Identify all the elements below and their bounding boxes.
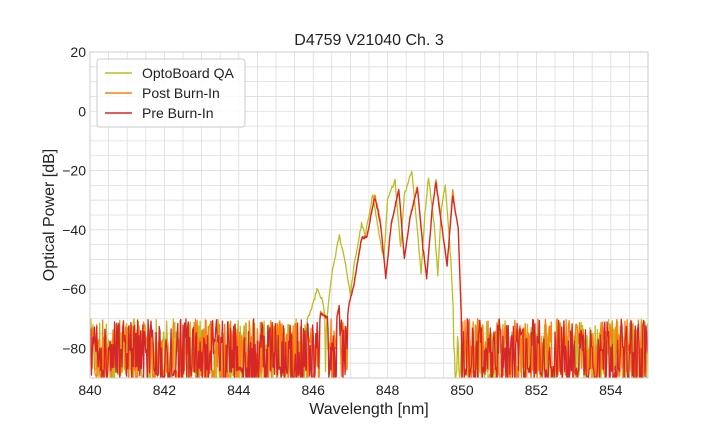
y-tick-label: −60 <box>62 281 86 297</box>
legend-label: Post Burn-In <box>142 85 220 101</box>
legend: OptoBoard QA Post Burn-In Pre Burn-In <box>96 58 246 128</box>
x-tick-label: 846 <box>302 382 326 398</box>
chart-title: D4759 V21040 Ch. 3 <box>294 32 444 49</box>
x-tick-label: 852 <box>525 382 549 398</box>
y-tick-label: 0 <box>78 103 86 119</box>
x-axis-label: Wavelength [nm] <box>309 401 428 418</box>
y-tick-label: 20 <box>70 44 86 60</box>
series-line-pre-burn-in <box>90 181 648 378</box>
x-tick-label: 848 <box>376 382 400 398</box>
legend-label: OptoBoard QA <box>142 65 234 81</box>
x-tick-label: 842 <box>153 382 177 398</box>
x-tick-label: 850 <box>450 382 474 398</box>
y-tick-label: −80 <box>62 340 86 356</box>
plot-frame <box>89 51 649 379</box>
x-tick-label: 840 <box>78 382 102 398</box>
x-tick-label: 854 <box>599 382 623 398</box>
y-tick-label: −20 <box>62 163 86 179</box>
legend-label: Pre Burn-In <box>142 105 214 121</box>
tick-labels: 840 842 844 846 848 850 852 854 −80 −60 −40 −20 0 20 <box>62 44 622 398</box>
y-tick-label: −40 <box>62 222 86 238</box>
y-axis-label: Optical Power [dB] <box>41 149 58 282</box>
series-layer <box>90 170 648 378</box>
x-tick-label: 844 <box>227 382 251 398</box>
legend-box <box>96 58 246 128</box>
